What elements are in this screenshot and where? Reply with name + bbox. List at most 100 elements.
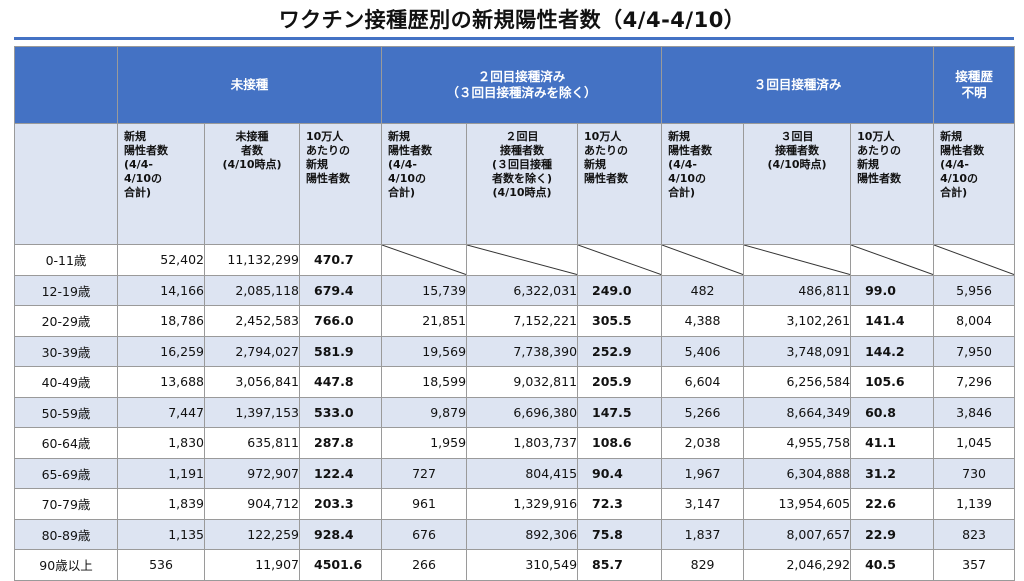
unk-cases-cell: 357	[933, 549, 1016, 581]
t-cases-cell: 676	[381, 518, 468, 550]
unk-cases-cell: 5,956	[933, 274, 1016, 306]
t-rate-cell: 90.4	[577, 457, 663, 489]
table-row: 70-79歳 1,839 904,712 203.3 961 1,329,916…	[14, 488, 1016, 520]
u-rate-cell: 447.8	[298, 366, 383, 398]
table-row: 80-89歳 1,135 122,259 928.4 676 892,306 7…	[14, 518, 1016, 550]
subheader-t-pop: ２回目 接種者数 (３回目接種 者数を除く) (4/10時点)	[466, 123, 579, 245]
subheader-t-rate: 10万人 あたりの 新規 陽性者数	[577, 123, 663, 245]
t-pop-cell: 804,415	[466, 457, 579, 489]
t-rate-cell: 205.9	[577, 366, 663, 398]
age-cell: 40-49歳	[14, 366, 118, 398]
th-rate-cell: 22.6	[850, 488, 935, 520]
t-rate-cell: 147.5	[577, 396, 663, 428]
t-cases-cell: 21,851	[381, 305, 468, 337]
th-rate-cell: 141.4	[850, 305, 935, 337]
group-unknown: 接種歴 不明	[933, 46, 1016, 124]
age-cell: 50-59歳	[14, 396, 118, 428]
subheader-t-cases: 新規 陽性者数 (4/4- 4/10の 合計)	[381, 123, 468, 245]
unk-cases-cell: 7,296	[933, 366, 1016, 398]
age-cell: 30-39歳	[14, 335, 118, 367]
u-rate-cell: 122.4	[298, 457, 383, 489]
th-pop-cell: 3,102,261	[743, 305, 852, 337]
not-applicable-cell	[381, 244, 468, 276]
th-rate-cell: 22.9	[850, 518, 935, 550]
th-pop-cell: 4,955,758	[743, 427, 852, 459]
u-cases-cell: 1,135	[117, 518, 205, 550]
th-cases-cell: 482	[661, 274, 745, 306]
not-applicable-cell	[743, 244, 852, 276]
th-rate-cell: 31.2	[850, 457, 935, 489]
th-rate-cell: 99.0	[850, 274, 935, 306]
u-rate-cell: 679.4	[298, 274, 383, 306]
header-corner	[14, 46, 118, 124]
th-pop-cell: 6,304,888	[743, 457, 852, 489]
table-row: 12-19歳 14,166 2,085,118 679.4 15,739 6,3…	[14, 274, 1016, 306]
th-cases-cell: 2,038	[661, 427, 745, 459]
u-pop-cell: 972,907	[204, 457, 300, 489]
subheader-u-rate: 10万人 あたりの 新規 陽性者数	[298, 123, 383, 245]
table-row: 20-29歳 18,786 2,452,583 766.0 21,851 7,1…	[14, 305, 1016, 337]
t-rate-cell: 305.5	[577, 305, 663, 337]
table-row: 65-69歳 1,191 972,907 122.4 727 804,415 9…	[14, 457, 1016, 489]
th-cases-cell: 1,967	[661, 457, 745, 489]
th-pop-cell: 3,748,091	[743, 335, 852, 367]
t-cases-cell: 15,739	[381, 274, 468, 306]
unk-cases-cell: 8,004	[933, 305, 1016, 337]
u-cases-cell: 13,688	[117, 366, 205, 398]
subheader-th-pop: ３回目 接種者数 (4/10時点)	[743, 123, 852, 245]
unk-cases-cell: 823	[933, 518, 1016, 550]
u-pop-cell: 11,132,299	[204, 244, 300, 276]
table-row: 30-39歳 16,259 2,794,027 581.9 19,569 7,7…	[14, 335, 1016, 367]
u-pop-cell: 2,085,118	[204, 274, 300, 306]
not-applicable-cell	[661, 244, 745, 276]
t-pop-cell: 1,329,916	[466, 488, 579, 520]
th-pop-cell: 2,046,292	[743, 549, 852, 581]
subheader-u-cases: 新規 陽性者数 (4/4- 4/10の 合計)	[117, 123, 205, 245]
t-cases-cell: 9,879	[381, 396, 468, 428]
th-cases-cell: 4,388	[661, 305, 745, 337]
th-rate-cell: 105.6	[850, 366, 935, 398]
unk-cases-cell: 1,139	[933, 488, 1016, 520]
age-cell: 12-19歳	[14, 274, 118, 306]
t-pop-cell: 9,032,811	[466, 366, 579, 398]
th-rate-cell: 144.2	[850, 335, 935, 367]
th-cases-cell: 6,604	[661, 366, 745, 398]
t-cases-cell: 1,959	[381, 427, 468, 459]
table-row: 60-64歳 1,830 635,811 287.8 1,959 1,803,7…	[14, 427, 1016, 459]
page-title: ワクチン接種歴別の新規陽性者数（4/4-4/10）	[278, 8, 746, 32]
u-rate-cell: 533.0	[298, 396, 383, 428]
t-cases-cell: 266	[381, 549, 468, 581]
u-pop-cell: 635,811	[204, 427, 300, 459]
th-cases-cell: 3,147	[661, 488, 745, 520]
t-cases-cell: 19,569	[381, 335, 468, 367]
table-row: 90歳以上 536 11,907 4501.6 266 310,549 85.7…	[14, 549, 1016, 581]
u-cases-cell: 1,839	[117, 488, 205, 520]
th-pop-cell: 13,954,605	[743, 488, 852, 520]
age-cell: 90歳以上	[14, 549, 118, 581]
group-two-dose-line2: （３回目接種済みを除く）	[446, 85, 597, 100]
age-cell: 70-79歳	[14, 488, 118, 520]
subheader-corner	[14, 123, 118, 245]
u-cases-cell: 536	[117, 549, 205, 581]
u-pop-cell: 3,056,841	[204, 366, 300, 398]
not-applicable-cell	[466, 244, 579, 276]
t-rate-cell: 72.3	[577, 488, 663, 520]
t-rate-cell: 249.0	[577, 274, 663, 306]
t-rate-cell: 75.8	[577, 518, 663, 550]
u-rate-cell: 470.7	[298, 244, 383, 276]
table-row: 0-11歳 52,402 11,132,299 470.7	[14, 244, 1016, 276]
u-pop-cell: 904,712	[204, 488, 300, 520]
title-underline	[14, 37, 1014, 40]
u-cases-cell: 52,402	[117, 244, 205, 276]
t-rate-cell: 85.7	[577, 549, 663, 581]
group-two-dose: ２回目接種済み （３回目接種済みを除く）	[381, 46, 663, 124]
t-cases-cell: 961	[381, 488, 468, 520]
th-cases-cell: 1,837	[661, 518, 745, 550]
th-rate-cell: 41.1	[850, 427, 935, 459]
subheader-th-cases: 新規 陽性者数 (4/4- 4/10の 合計)	[661, 123, 745, 245]
u-rate-cell: 766.0	[298, 305, 383, 337]
not-applicable-cell	[850, 244, 935, 276]
table-row: 50-59歳 7,447 1,397,153 533.0 9,879 6,696…	[14, 396, 1016, 428]
u-pop-cell: 2,794,027	[204, 335, 300, 367]
group-two-dose-line1: ２回目接種済み	[477, 69, 566, 84]
